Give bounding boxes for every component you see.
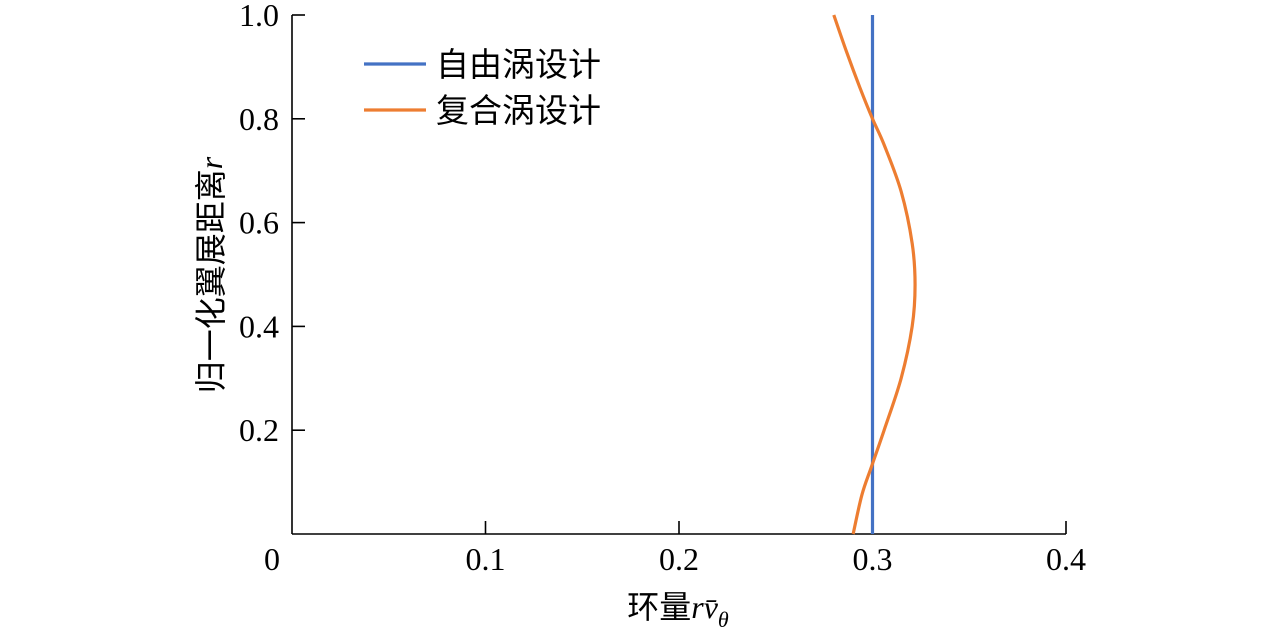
- x-tick-label: 0: [264, 541, 280, 577]
- legend-label-1: 自由涡设计: [436, 45, 601, 84]
- x-axis-title: 环量rv̄θ: [627, 588, 729, 630]
- y-axis-title-prefix: 归一化翼展距离: [192, 169, 230, 393]
- y-tick-label: 0.4: [239, 308, 279, 344]
- x-axis-title-variable: rv̄: [691, 589, 718, 625]
- y-tick-label: 0.6: [239, 205, 279, 241]
- x-tick-label: 0.4: [1046, 541, 1086, 577]
- x-axis-title-subscript: θ: [718, 607, 729, 630]
- x-tick-label: 0.2: [659, 541, 699, 577]
- y-axis-title-variable: r: [193, 156, 229, 169]
- y-tick-label: 0.8: [239, 101, 279, 137]
- x-tick-label: 0.3: [853, 541, 893, 577]
- x-axis-title-prefix: 环量: [627, 588, 691, 626]
- y-axis-title: 归一化翼展距离r: [192, 156, 230, 393]
- series-layer: [832, 14, 917, 535]
- series-line-2: [832, 14, 917, 535]
- legend-label-2: 复合涡设计: [436, 91, 601, 130]
- y-tick-label: 1.0: [239, 0, 279, 33]
- y-tick-label: 0.2: [239, 412, 279, 448]
- x-tick-label: 0.1: [466, 541, 506, 577]
- axes: 0 0.1 0.2 0.3 0.4 0.2 0.4 0.6 0.8 1.0: [239, 0, 1086, 577]
